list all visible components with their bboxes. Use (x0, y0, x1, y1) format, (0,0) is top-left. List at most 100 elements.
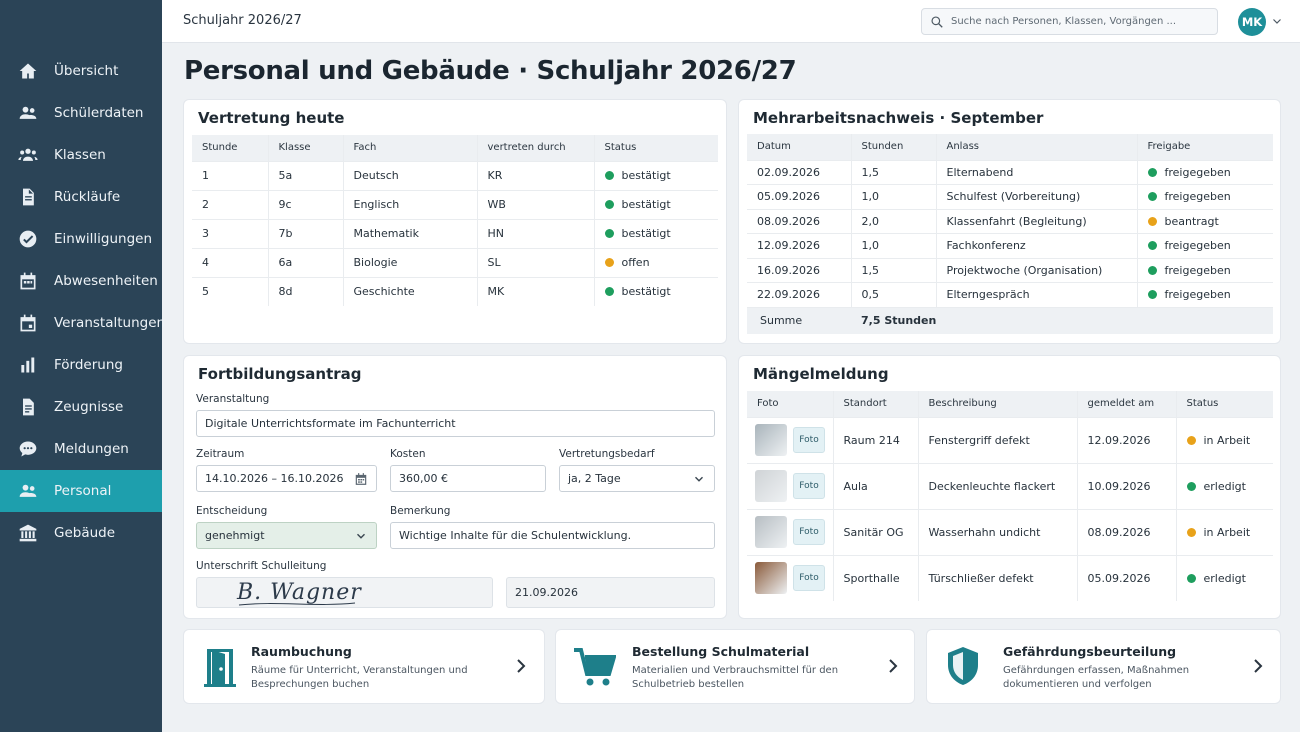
status-cell: bestätigt (593, 218, 718, 248)
sidebar-item-personal[interactable]: Personal (0, 470, 162, 512)
datum-cell: 22.09.2026 (747, 282, 851, 307)
sidebar-item-abwesenheiten[interactable]: Abwesenheiten (0, 260, 162, 302)
col-freigabe: Freigabe (1136, 134, 1273, 160)
standort-cell: Aula (832, 462, 918, 509)
sidebar-item-meldungen[interactable]: Meldungen (0, 428, 162, 470)
sidebar-item-veranstaltungen[interactable]: Veranstaltungen (0, 302, 165, 344)
stunde-cell: 1 (192, 160, 268, 190)
stunde-cell: 3 (192, 218, 268, 248)
bestellung-desc: Materialien und Verbrauchsmittel für den… (632, 665, 839, 690)
beschreibung-cell: Wasserhahn undicht (917, 508, 1077, 555)
table-row: Foto Raum 214 Fenstergriff defekt 12.09.202… (747, 416, 1273, 463)
sidebar-item-foerderung[interactable]: Förderung (0, 344, 162, 386)
chevron-down-icon[interactable] (1271, 15, 1283, 27)
status-dot (1147, 265, 1157, 275)
stunden-cell: 1,0 (850, 184, 936, 209)
vertreten-durch-cell: KR (476, 160, 594, 190)
bestellung-card[interactable]: Bestellung Schulmaterial Materialien und… (556, 630, 914, 703)
veranstaltung-label: Veranstaltung (196, 393, 270, 405)
foto-cell: Foto (747, 462, 833, 509)
status-text: bestätigt (621, 198, 671, 211)
vertretung-table: Stunde Klasse Fach vertreten durch Statu… (192, 135, 718, 306)
status-dot (604, 229, 614, 238)
status-cell: in Arbeit (1175, 416, 1273, 463)
bestellung-title: Bestellung Schulmaterial (632, 644, 810, 659)
signature: B. Wagner (237, 580, 362, 605)
table-row: 3 7b Mathematik HN bestätigt (192, 218, 718, 248)
klasse-cell: 7b (267, 218, 343, 248)
datum-cell: 05.09.2026 (747, 184, 851, 209)
mehrarbeit-table: Datum Stunden Anlass Freigabe 02.09.2026… (747, 134, 1273, 334)
standort-cell: Sporthalle (832, 554, 918, 601)
sidebar-item-uebersicht[interactable]: Übersicht (0, 50, 162, 92)
kosten-field[interactable]: 360,00 € (390, 465, 546, 492)
chevron-right-icon (517, 659, 526, 673)
sidebar-item-gebaeude[interactable]: Gebäude (0, 512, 162, 554)
foto-button[interactable]: Foto (793, 519, 825, 545)
fortbildung-card: Fortbildungsantrag Veranstaltung Digital… (184, 356, 726, 618)
avatar[interactable]: MK (1238, 8, 1266, 36)
search-input[interactable] (951, 16, 1201, 27)
vertretungsbedarf-label: Vertretungsbedarf (559, 448, 655, 460)
sidebar-item-label: Übersicht (54, 63, 119, 79)
sidebar-item-schuelerdaten[interactable]: Schülerdaten (0, 92, 162, 134)
beschreibung-cell: Fenstergriff defekt (917, 416, 1077, 463)
beschreibung-cell: Türschließer defekt (917, 554, 1077, 601)
bemerkung-field[interactable]: Wichtige Inhalte für die Schulentwicklun… (390, 522, 715, 549)
col-standort: Standort (832, 391, 918, 417)
maengel-table: Foto Standort Beschreibung gemeldet am S… (747, 391, 1273, 601)
entscheidung-select[interactable]: genehmigt (196, 522, 377, 549)
maengel-title: Mängelmeldung (753, 365, 889, 383)
sidebar-item-klassen[interactable]: Klassen (0, 134, 162, 176)
person-icon (18, 481, 38, 501)
foto-button[interactable]: Foto (793, 427, 825, 453)
freigabe-cell: beantragt (1136, 208, 1273, 234)
raumbuchung-desc: Räume für Unterricht, Veranstaltungen un… (251, 665, 468, 690)
zeitraum-field[interactable]: 14.10.2026 – 16.10.2026 (196, 465, 377, 492)
sidebar-item-label: Abwesenheiten (54, 273, 158, 289)
foto-thumbnail[interactable] (755, 470, 787, 502)
gemeldet-am-cell: 10.09.2026 (1076, 462, 1176, 509)
foto-button[interactable]: Foto (793, 565, 825, 592)
freigabe-cell: freigegeben (1136, 282, 1273, 307)
gefaehrdung-title: Gefährdungsbeurteilung (1003, 644, 1177, 659)
status-text: offen (621, 256, 650, 269)
sidebar-item-zeugnisse[interactable]: Zeugnisse (0, 386, 162, 428)
raumbuchung-card[interactable]: Raumbuchung Räume für Unterricht, Verans… (184, 630, 544, 703)
mehrarbeit-card: Mehrarbeitsnachweis · September Datum St… (739, 100, 1280, 343)
table-row: 22.09.2026 0,5 Elterngespräch freigegeben (747, 282, 1273, 307)
anlass-cell: Elterngespräch (935, 282, 1137, 307)
anlass-cell: Elternabend (935, 159, 1137, 185)
fach-cell: Englisch (342, 189, 477, 219)
search-box[interactable] (921, 8, 1218, 35)
sidebar-item-label: Personal (54, 483, 112, 499)
sidebar-item-label: Meldungen (54, 441, 129, 457)
topbar: Schuljahr 2026/27 MK (162, 0, 1300, 43)
veranstaltung-value: Digitale Unterrichtsformate im Fachunter… (205, 417, 456, 430)
klasse-cell: 9c (267, 189, 343, 219)
vertreten-durch-cell: WB (476, 189, 594, 219)
col-beschreibung: Beschreibung (917, 391, 1077, 417)
status-text: erledigt (1203, 571, 1246, 585)
foto-thumbnail[interactable] (755, 424, 787, 456)
foto-thumbnail[interactable] (755, 516, 787, 548)
klasse-cell: 5a (267, 160, 343, 190)
fach-cell: Biologie (342, 247, 477, 277)
sidebar-item-ruecklaeufe[interactable]: Rückläufe (0, 176, 162, 218)
calendar-icon[interactable] (354, 472, 368, 486)
table-row: 5 8d Geschichte MK bestätigt (192, 276, 718, 306)
status-dot (1147, 290, 1157, 300)
foto-thumbnail[interactable] (755, 562, 787, 595)
col-status: Status (1175, 391, 1273, 417)
vertretungsbedarf-select[interactable]: ja, 2 Tage (559, 465, 715, 492)
table-row: 2 9c Englisch WB bestätigt (192, 189, 718, 219)
fortbildung-title: Fortbildungsantrag (198, 365, 362, 383)
freigabe-text: freigegeben (1164, 239, 1231, 253)
sidebar-item-einwilligungen[interactable]: Einwilligungen (0, 218, 162, 260)
col-datum: Datum (747, 134, 851, 160)
veranstaltung-field[interactable]: Digitale Unterrichtsformate im Fachunter… (196, 410, 715, 437)
col-stunden: Stunden (850, 134, 936, 160)
foto-button[interactable]: Foto (793, 473, 825, 499)
gefaehrdung-card[interactable]: Gefährdungsbeurteilung Gefährdungen erfa… (927, 630, 1280, 703)
standort-cell: Sanitär OG (832, 508, 918, 555)
